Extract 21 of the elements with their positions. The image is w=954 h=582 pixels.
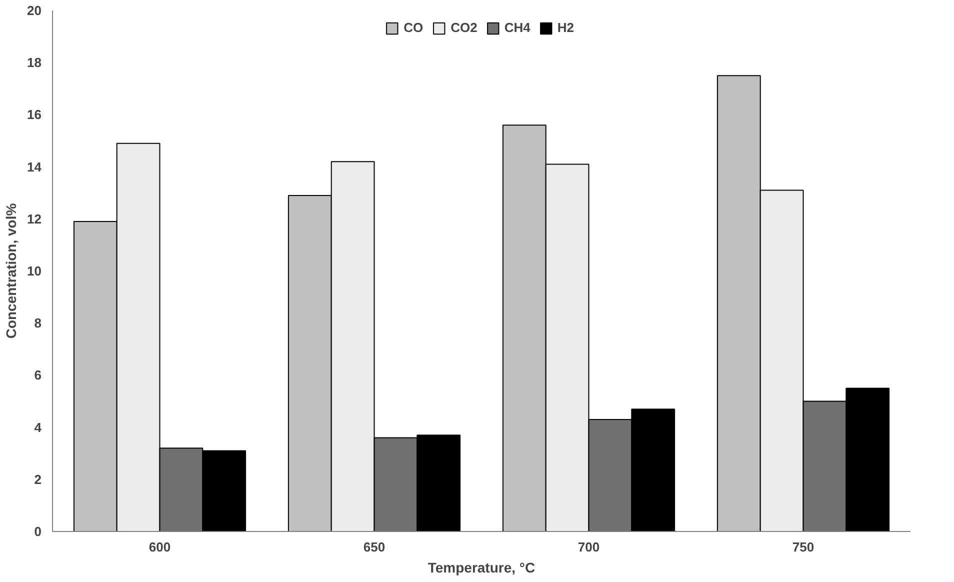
y-tick-label: 8: [34, 316, 42, 331]
y-tick-label: 18: [27, 55, 42, 70]
x-tick-label: 700: [578, 540, 600, 554]
legend-label: CH4: [504, 20, 530, 35]
y-tick-label: 10: [27, 264, 42, 278]
x-tick-label: 650: [363, 540, 386, 554]
y-tick-label: 20: [27, 3, 42, 18]
y-tick-label: 14: [27, 159, 42, 174]
legend-label: CO2: [450, 20, 478, 35]
y-tick-label: 4: [34, 420, 42, 435]
y-tick-label: 6: [34, 368, 42, 383]
y-tick-label: 0: [34, 524, 42, 539]
y-tick-label: 2: [34, 472, 42, 487]
x-tick-label: 600: [148, 540, 171, 554]
y-tick-label: 12: [27, 211, 42, 226]
y-axis-title: Concentration, vol%: [3, 202, 20, 339]
x-tick-label: 750: [792, 540, 814, 554]
y-tick-label: 16: [27, 107, 42, 122]
legend-label: CO: [404, 20, 424, 35]
legend-label: H2: [557, 20, 575, 35]
x-axis-title: Temperature, °C: [428, 560, 536, 576]
